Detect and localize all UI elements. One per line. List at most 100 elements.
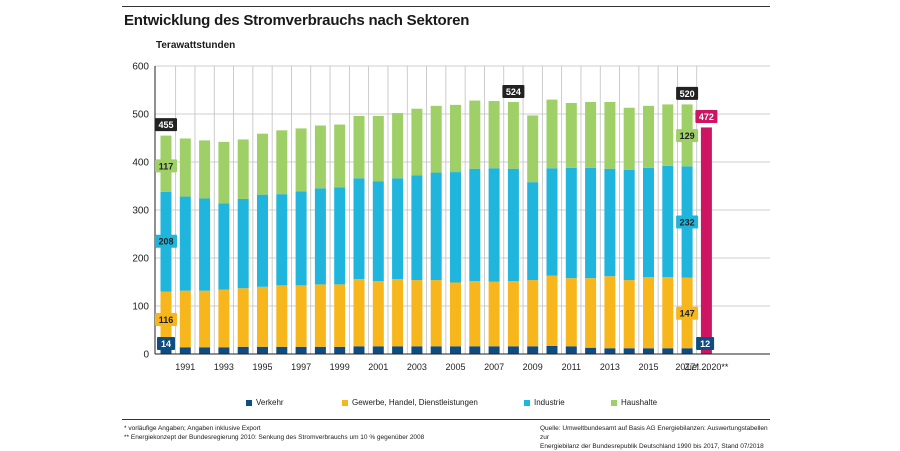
bar-industrie-1993 — [218, 203, 230, 290]
bar-verkehr-2004 — [430, 346, 442, 354]
bar-verkehr-2016 — [662, 348, 674, 354]
bar-industrie-2005 — [450, 172, 461, 283]
bar-haushalte-2012 — [585, 102, 597, 168]
label-haushalte-2017-box — [676, 129, 699, 143]
bar-gewerbe-1995 — [257, 286, 268, 347]
label-haushalte-1990: 117 — [159, 161, 174, 171]
bar-industrie-1992 — [199, 198, 211, 291]
label-ziel-2020-box — [695, 109, 718, 123]
x-tick-label: 2001 — [368, 362, 388, 372]
bar-gewerbe-1996 — [276, 285, 288, 347]
bar-verkehr-2010 — [546, 345, 558, 354]
bar-gewerbe-1999 — [334, 284, 346, 347]
bar-haushalte-1992 — [199, 140, 211, 199]
bar-gewerbe-2009 — [527, 280, 539, 347]
bar-industrie-1995 — [257, 194, 268, 287]
label-total-2008: 524 — [506, 87, 521, 97]
bar-haushalte-2014 — [623, 107, 635, 170]
label-verkehr-1990: 14 — [161, 339, 171, 349]
label-gewerbe-2017: 147 — [680, 309, 695, 319]
bar-gewerbe-2012 — [585, 278, 597, 348]
x-tick-label: 2009 — [523, 362, 543, 372]
legend-label-industrie: Industrie — [534, 398, 565, 407]
bar-gewerbe-2003 — [411, 280, 423, 347]
bar-verkehr-2013 — [604, 348, 616, 354]
footnotes-left: * vorläufige Angaben; Angaben inklusive … — [124, 424, 424, 442]
bar-gewerbe-1994 — [237, 288, 249, 347]
x-tick-label: 2013 — [600, 362, 620, 372]
bar-verkehr-1995 — [257, 346, 268, 354]
bar-gewerbe-2007 — [488, 281, 500, 347]
label-industrie-1990-box — [155, 234, 177, 248]
x-tick-label: 2005 — [445, 362, 465, 372]
label-haushalte-2017: 129 — [680, 131, 695, 141]
label-verkehr-2017: 12 — [700, 339, 710, 349]
bar-haushalte-2009 — [527, 115, 539, 183]
bar-haushalte-2007 — [488, 101, 500, 169]
bar-industrie-2004 — [430, 172, 442, 281]
bar-gewerbe-1993 — [218, 289, 230, 348]
label-total-2008-box — [502, 84, 525, 98]
bar-haushalte-1996 — [276, 130, 288, 195]
label-gewerbe-1990: 116 — [159, 315, 174, 325]
bar-industrie-2015 — [643, 167, 654, 278]
bar-haushalte-2016 — [662, 104, 674, 166]
unit-label: Terawattstunden — [156, 40, 236, 51]
bar-haushalte-2004 — [430, 105, 442, 173]
bar-verkehr-2005 — [450, 346, 461, 354]
bar-verkehr-1990 — [160, 347, 172, 354]
bar-verkehr-2008 — [507, 346, 519, 354]
bar-gewerbe-2001 — [372, 281, 384, 347]
legend-label-haushalte: Haushalte — [621, 398, 658, 407]
x-axis-ellipsis: ........ — [689, 362, 709, 372]
bar-verkehr-1998 — [314, 346, 326, 354]
bar-haushalte-2002 — [392, 113, 404, 179]
x-tick-label: 2003 — [407, 362, 427, 372]
label-industrie-2017-box — [676, 215, 699, 229]
bar-haushalte-2010 — [546, 99, 558, 169]
bar-haushalte-2013 — [604, 102, 616, 169]
bar-gewerbe-2010 — [546, 275, 558, 346]
bar-industrie-2012 — [585, 167, 597, 279]
label-verkehr-2017-box — [696, 336, 715, 350]
bar-gewerbe-1997 — [295, 285, 307, 347]
bar-gewerbe-1991 — [179, 290, 191, 348]
label-gewerbe-1990-box — [155, 312, 177, 326]
bar-industrie-2006 — [469, 168, 481, 282]
bar-industrie-2011 — [565, 167, 577, 279]
bar-verkehr-2007 — [488, 346, 500, 354]
bar-haushalte-1998 — [314, 125, 326, 189]
bar-verkehr-1992 — [199, 347, 211, 354]
y-tick-label: 600 — [132, 62, 149, 73]
bar-industrie-1994 — [237, 198, 249, 289]
footnote-1: * vorläufige Angaben; Angaben inklusive … — [124, 425, 261, 432]
bar-industrie-2010 — [546, 168, 558, 276]
legend-label-verkehr: Verkehr — [256, 398, 284, 407]
bar-industrie-2001 — [372, 181, 384, 282]
bar-haushalte-2011 — [565, 102, 577, 168]
legend-item-haushalte: Haushalte — [611, 398, 657, 407]
bar-verkehr-2009 — [527, 346, 539, 354]
legend-item-gewerbe: Gewerbe, Handel, Dienstleistungen — [342, 398, 478, 407]
y-tick-label: 200 — [132, 254, 149, 265]
legend-swatch-industrie — [524, 399, 530, 406]
source-line-1: Quelle: Umweltbundesamt auf Basis AG Ene… — [540, 425, 768, 441]
bar-haushalte-1995 — [257, 133, 268, 195]
bar-verkehr-2011 — [565, 346, 577, 354]
x-tick-label: 2011 — [562, 362, 581, 372]
bar-haushalte-1994 — [237, 139, 249, 199]
bar-gewerbe-2002 — [392, 279, 404, 347]
bar-industrie-2008 — [507, 168, 519, 282]
label-industrie-1990: 208 — [158, 237, 173, 247]
bar-industrie-2016 — [662, 165, 674, 278]
bar-haushalte-1991 — [179, 138, 191, 197]
label-total-2017-box — [676, 86, 699, 100]
legend-swatch-gewerbe — [342, 399, 348, 406]
bar-industrie-2003 — [411, 175, 423, 281]
bar-gewerbe-2000 — [353, 279, 365, 347]
y-tick-label: 0 — [143, 350, 149, 361]
legend: Verkehr Gewerbe, Handel, Dienstleistunge… — [124, 398, 770, 416]
bar-verkehr-1997 — [295, 346, 307, 354]
